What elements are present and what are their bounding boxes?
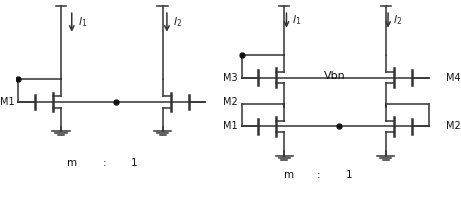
Text: $I_2$: $I_2$ (173, 16, 183, 29)
Text: :: : (102, 158, 106, 168)
Text: M2: M2 (446, 121, 461, 132)
Text: m: m (284, 170, 294, 181)
Text: 1: 1 (131, 158, 138, 168)
Text: m: m (67, 158, 77, 168)
Text: $I_2$: $I_2$ (393, 13, 402, 27)
Text: M4: M4 (446, 72, 461, 83)
Text: M1: M1 (0, 97, 14, 107)
Text: M2: M2 (223, 97, 238, 107)
Text: M1: M1 (223, 121, 237, 132)
Text: Vbn: Vbn (324, 71, 346, 81)
Text: 1: 1 (346, 170, 352, 181)
Text: :: : (317, 170, 321, 181)
Text: M3: M3 (223, 72, 237, 83)
Text: $I_1$: $I_1$ (78, 16, 88, 29)
Text: $I_1$: $I_1$ (292, 13, 301, 27)
